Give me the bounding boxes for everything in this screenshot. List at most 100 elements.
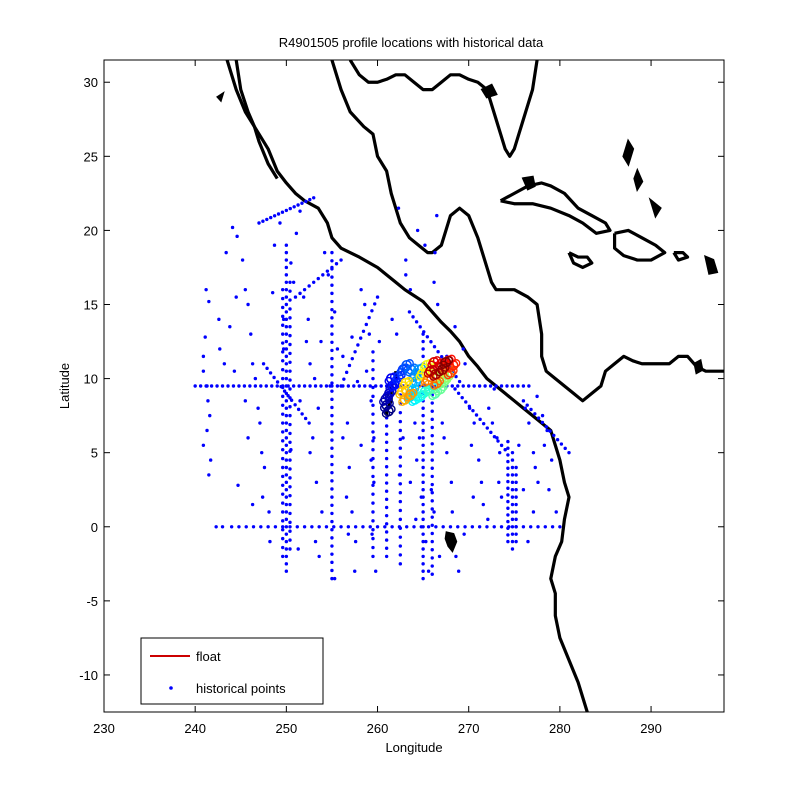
historical-point: [330, 413, 334, 418]
historical-point: [413, 421, 417, 425]
historical-point: [367, 332, 372, 336]
historical-point: [339, 525, 343, 529]
historical-point: [306, 317, 310, 322]
historical-point: [533, 412, 537, 416]
historical-point: [217, 317, 221, 322]
historical-point: [281, 323, 285, 327]
historical-point: [286, 393, 290, 398]
historical-point: [284, 258, 289, 262]
historical-point: [284, 488, 289, 492]
x-tick-label: 280: [549, 721, 571, 736]
historical-point: [471, 495, 475, 499]
historical-point: [384, 456, 389, 461]
historical-point: [342, 377, 346, 381]
historical-point: [481, 421, 486, 426]
historical-point: [371, 528, 375, 532]
historical-point: [421, 488, 425, 492]
historical-point: [371, 456, 375, 461]
historical-point: [281, 465, 285, 470]
historical-point: [398, 455, 403, 459]
historical-point: [415, 458, 419, 462]
historical-point: [330, 332, 334, 336]
historical-point: [384, 432, 389, 436]
y-axis: -10 -5 0 5 10 15 20 25 30: [79, 75, 724, 683]
y-tick-label: 20: [84, 223, 98, 238]
float-profile-marker: [399, 381, 408, 390]
historical-point: [421, 510, 425, 514]
historical-point: [288, 476, 292, 480]
historical-point: [288, 360, 292, 364]
x-axis-label: Longitude: [385, 740, 442, 755]
historical-point: [284, 502, 289, 507]
float-profile-marker: [379, 397, 388, 407]
historical-point: [284, 428, 289, 433]
historical-point: [284, 554, 289, 559]
float-profile-marker: [415, 372, 424, 381]
historical-point: [345, 421, 350, 425]
historical-point: [430, 401, 434, 405]
historical-point: [371, 545, 375, 550]
float-profile-marker: [391, 375, 401, 384]
island: [704, 255, 719, 275]
island: [444, 531, 458, 553]
historical-point: [421, 339, 425, 344]
historical-point: [540, 420, 545, 425]
historical-point: [429, 340, 433, 344]
historical-point: [206, 399, 210, 403]
historical-point: [521, 488, 526, 492]
historical-point: [300, 412, 304, 416]
historical-point: [371, 412, 375, 416]
historical-point: [288, 529, 292, 533]
historical-point: [350, 335, 354, 339]
historical-point: [268, 371, 273, 375]
coastline: [612, 228, 667, 262]
historical-point: [421, 502, 425, 507]
historical-point: [224, 250, 228, 255]
historical-point: [464, 400, 468, 404]
historical-point: [363, 384, 367, 388]
historical-point: [472, 384, 476, 388]
historical-point: [270, 384, 274, 388]
historical-point: [250, 502, 255, 507]
historical-point: [442, 436, 446, 440]
historical-point: [510, 510, 515, 514]
historical-point: [330, 381, 334, 385]
historical-point: [288, 458, 292, 462]
historical-point: [358, 336, 363, 340]
historical-point: [301, 295, 306, 299]
historical-point: [284, 406, 289, 410]
historical-point: [281, 545, 285, 550]
historical-point: [510, 488, 515, 492]
historical-point: [203, 335, 207, 339]
historical-point: [308, 450, 312, 455]
historical-point: [280, 210, 285, 214]
historical-point: [421, 421, 425, 425]
historical-point: [316, 276, 320, 281]
historical-point: [567, 450, 571, 455]
historical-point: [533, 465, 537, 470]
historical-point: [506, 533, 510, 537]
historical-point: [430, 442, 434, 446]
historical-point: [296, 547, 300, 551]
historical-point: [525, 403, 529, 407]
historical-point: [514, 495, 518, 499]
historical-point: [429, 488, 434, 492]
historical-point: [281, 448, 285, 452]
historical-point: [370, 532, 374, 536]
historical-point: [284, 347, 289, 351]
historical-point: [441, 525, 445, 529]
historical-point: [222, 362, 227, 366]
historical-point: [510, 465, 515, 470]
historical-point: [276, 212, 281, 216]
historical-point: [291, 280, 296, 284]
historical-point: [371, 501, 375, 505]
historical-point: [398, 428, 403, 433]
historical-point: [498, 450, 502, 455]
historical-point: [487, 406, 491, 410]
historical-point: [477, 525, 482, 529]
historical-point: [371, 465, 375, 470]
historical-point: [236, 483, 240, 487]
historical-point: [421, 465, 425, 470]
historical-point: [288, 307, 292, 311]
historical-point: [430, 417, 434, 422]
